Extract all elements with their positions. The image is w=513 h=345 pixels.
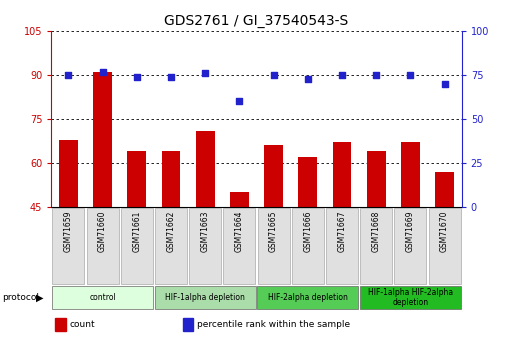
Bar xyxy=(258,208,290,284)
Point xyxy=(235,99,244,104)
Point xyxy=(372,72,380,78)
Point xyxy=(201,70,209,76)
Bar xyxy=(367,151,386,207)
Point xyxy=(406,72,415,78)
Text: GDS2761 / GI_37540543-S: GDS2761 / GI_37540543-S xyxy=(164,14,349,28)
Bar xyxy=(189,208,221,284)
Text: count: count xyxy=(70,320,95,329)
Bar xyxy=(299,157,317,207)
Point xyxy=(133,74,141,80)
Text: GSM71661: GSM71661 xyxy=(132,211,141,252)
Bar xyxy=(52,286,153,309)
Bar xyxy=(93,72,112,207)
Bar xyxy=(196,131,214,207)
Text: HIF-1alpha HIF-2alpha
depletion: HIF-1alpha HIF-2alpha depletion xyxy=(368,288,453,307)
Bar xyxy=(360,286,461,309)
Point xyxy=(338,72,346,78)
Text: GSM71662: GSM71662 xyxy=(167,211,175,252)
Bar xyxy=(154,286,256,309)
Bar xyxy=(162,151,181,207)
Bar xyxy=(121,208,153,284)
Bar xyxy=(394,208,426,284)
Point xyxy=(441,81,449,87)
Text: protocol: protocol xyxy=(3,293,40,302)
Bar xyxy=(401,142,420,207)
Bar xyxy=(326,208,358,284)
Bar xyxy=(155,208,187,284)
Bar xyxy=(52,208,85,284)
Text: GSM71667: GSM71667 xyxy=(338,211,346,253)
Bar xyxy=(264,146,283,207)
Text: GSM71665: GSM71665 xyxy=(269,211,278,253)
Bar xyxy=(257,286,359,309)
Text: GSM71660: GSM71660 xyxy=(98,211,107,253)
Point xyxy=(269,72,278,78)
Point xyxy=(98,69,107,74)
Text: GSM71668: GSM71668 xyxy=(372,211,381,252)
Text: HIF-1alpha depletion: HIF-1alpha depletion xyxy=(165,293,245,302)
Bar xyxy=(360,208,392,284)
Bar xyxy=(183,318,193,331)
Bar xyxy=(223,208,255,284)
Text: GSM71670: GSM71670 xyxy=(440,211,449,253)
Text: GSM71659: GSM71659 xyxy=(64,211,73,253)
Text: GSM71663: GSM71663 xyxy=(201,211,210,253)
Bar xyxy=(230,193,249,207)
Text: ▶: ▶ xyxy=(36,293,44,303)
Bar xyxy=(55,318,66,331)
Text: control: control xyxy=(89,293,116,302)
Bar xyxy=(87,208,119,284)
Text: HIF-2alpha depletion: HIF-2alpha depletion xyxy=(268,293,348,302)
Bar xyxy=(435,172,454,207)
Text: GSM71669: GSM71669 xyxy=(406,211,415,253)
Text: GSM71666: GSM71666 xyxy=(303,211,312,253)
Bar xyxy=(59,139,78,207)
Point xyxy=(64,72,72,78)
Text: percentile rank within the sample: percentile rank within the sample xyxy=(197,320,350,329)
Bar xyxy=(292,208,324,284)
Bar xyxy=(428,208,461,284)
Point xyxy=(167,74,175,80)
Bar xyxy=(332,142,351,207)
Point xyxy=(304,76,312,81)
Bar xyxy=(127,151,146,207)
Text: GSM71664: GSM71664 xyxy=(235,211,244,253)
